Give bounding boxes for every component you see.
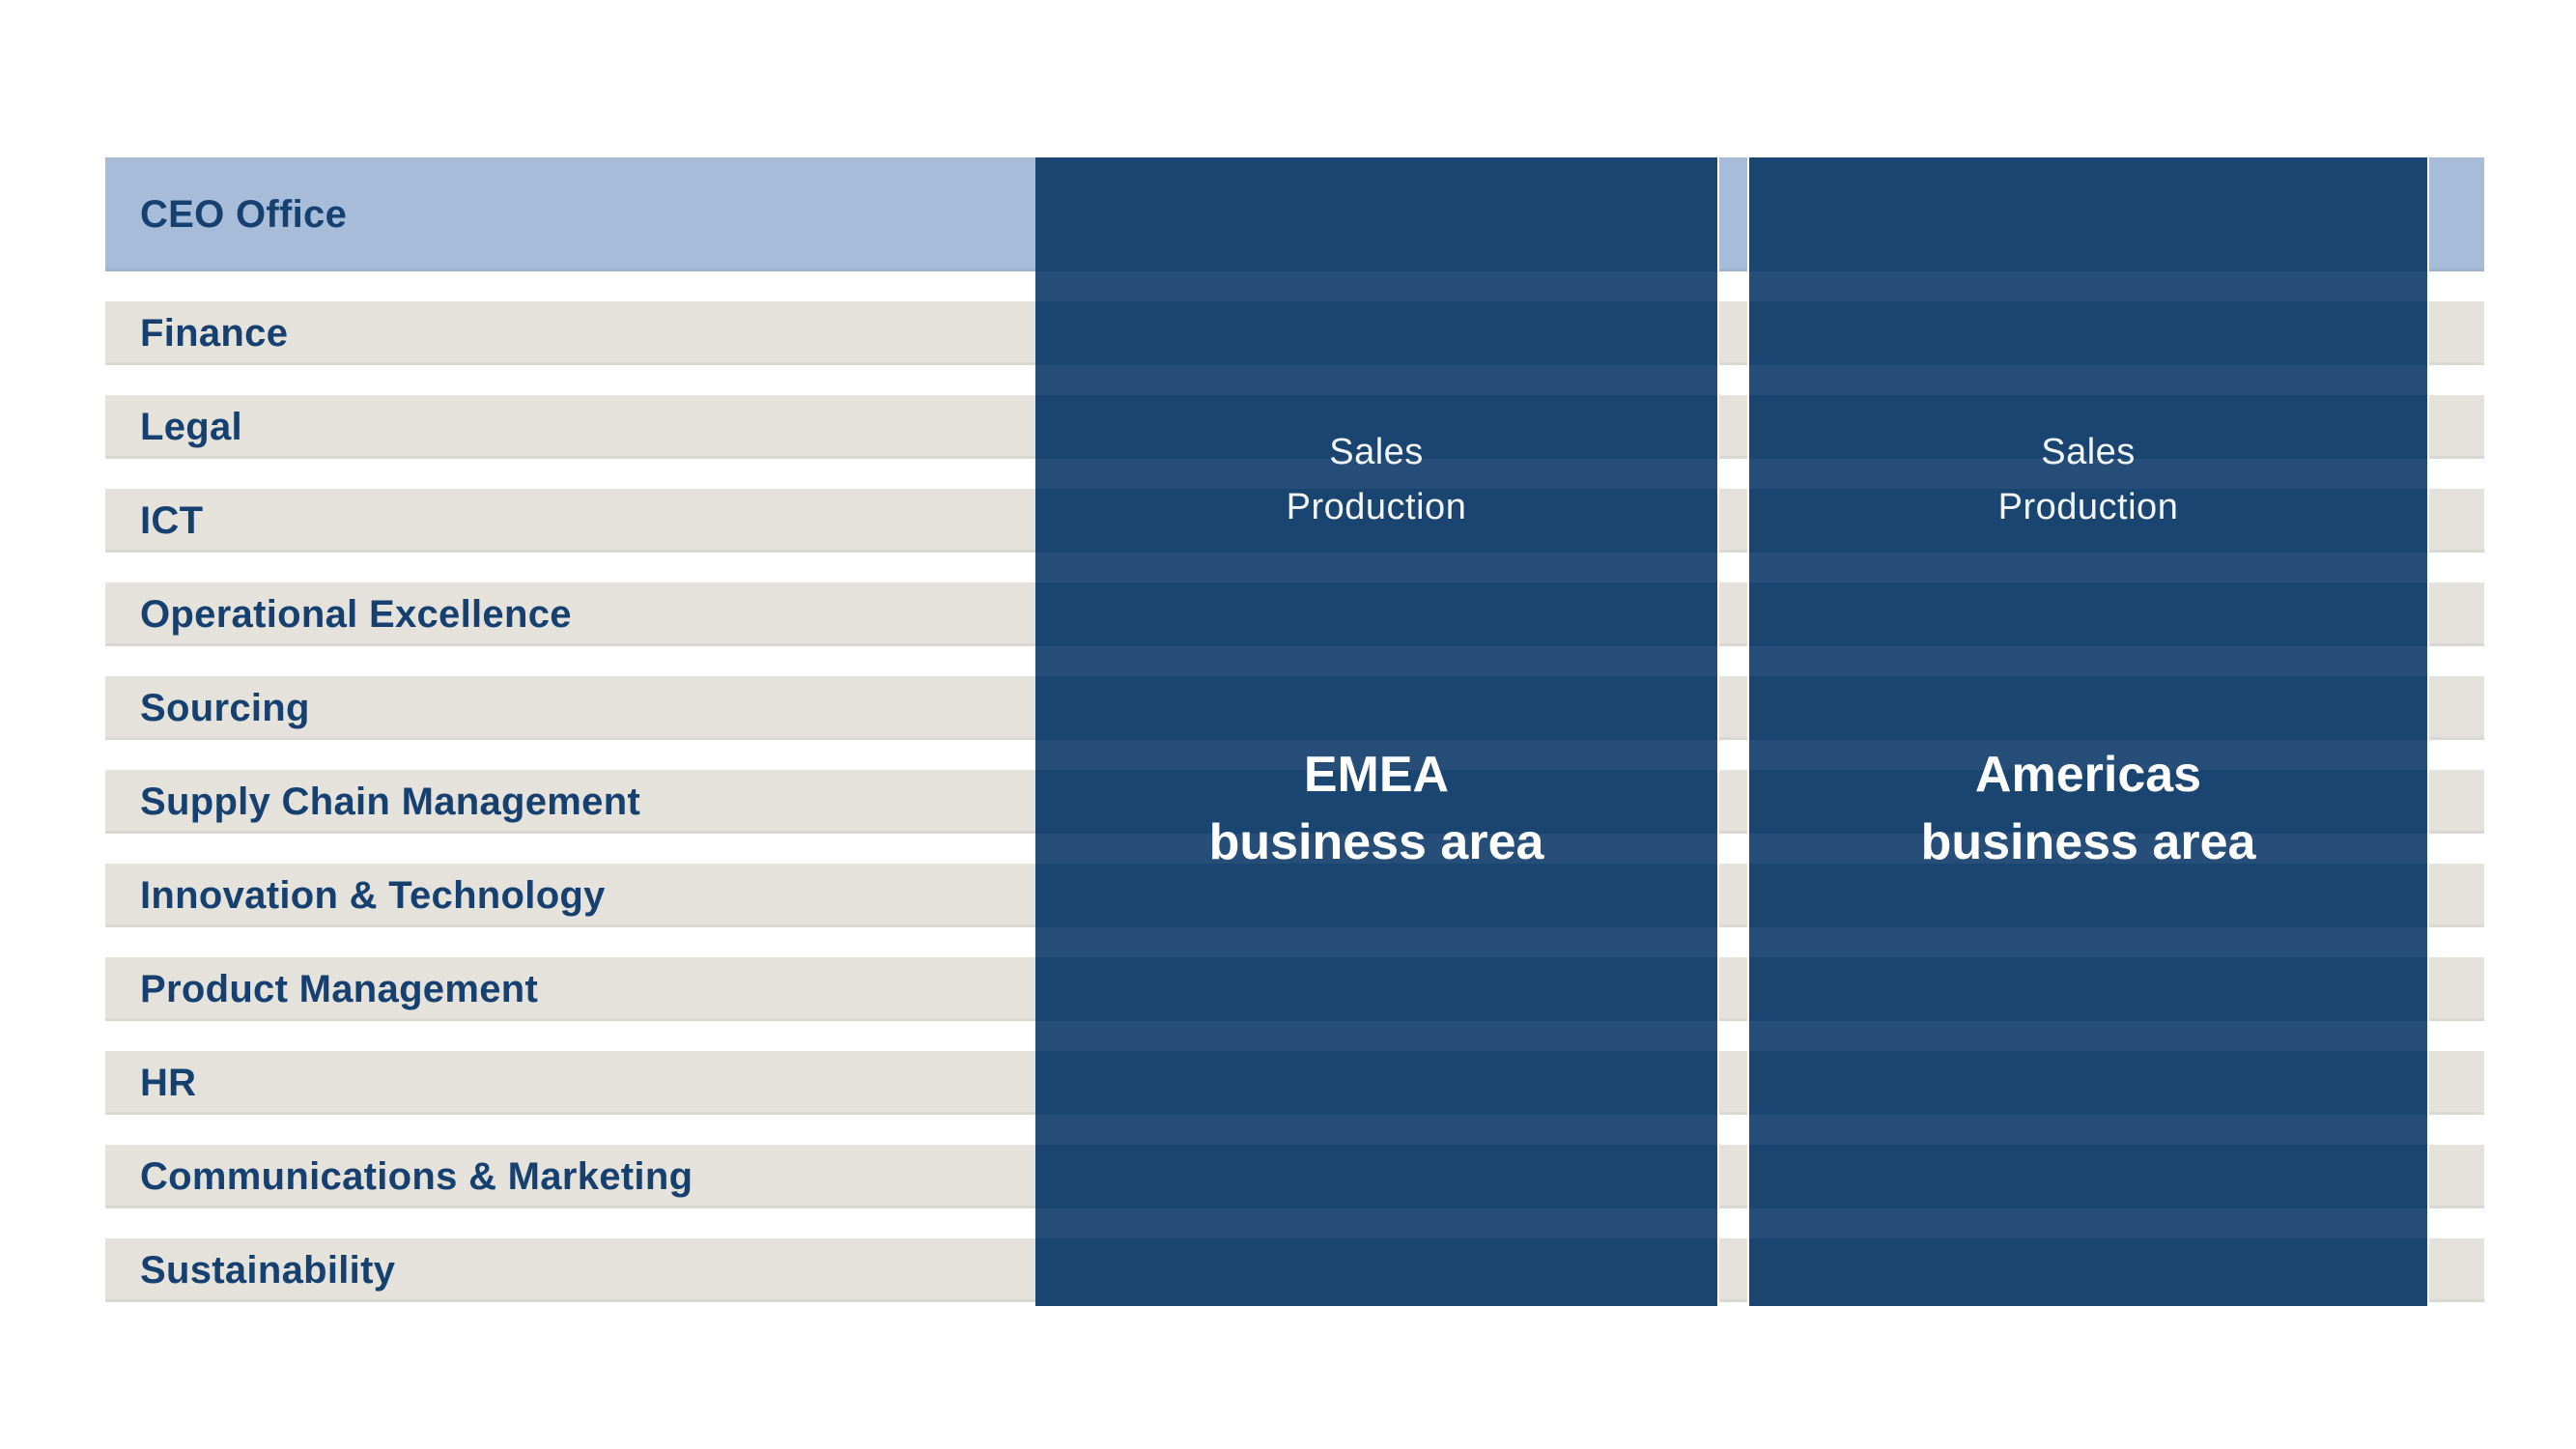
department-row-segment — [1719, 301, 1747, 365]
department-row-segment — [2429, 1238, 2484, 1302]
column-stripe — [1035, 553, 1717, 582]
department-label: CEO Office — [140, 192, 348, 236]
department-row-segment — [1719, 957, 1747, 1021]
column-stripe — [1035, 1115, 1717, 1145]
department-row-segment — [2429, 157, 2484, 271]
column-stripe — [1749, 740, 2427, 770]
department-row-segment — [2429, 770, 2484, 834]
department-label: Operational Excellence — [140, 592, 572, 636]
department-label: Finance — [140, 311, 289, 355]
department-label: Sourcing — [140, 686, 310, 729]
column-stripe — [1035, 834, 1717, 864]
column-stripe — [1035, 740, 1717, 770]
column-stripe — [1749, 646, 2427, 676]
department-label: HR — [140, 1061, 197, 1104]
department-row-segment — [2429, 1145, 2484, 1208]
business-area-column-emea: Sales Production EMEA business area — [1035, 157, 1717, 1306]
column-stripe — [1749, 1021, 2427, 1051]
department-row: Operational Excellence — [105, 582, 1035, 646]
column-stripe — [1035, 1208, 1717, 1238]
department-row: Sustainability — [105, 1238, 1035, 1302]
department-label: Sustainability — [140, 1248, 396, 1292]
business-area-title: EMEA business area — [1208, 747, 1544, 870]
business-area-functions: Sales Production — [1997, 432, 2179, 527]
department-row-segment — [2429, 1051, 2484, 1115]
department-row-segment — [1719, 582, 1747, 646]
department-row-segment — [1719, 770, 1747, 834]
column-stripe — [1035, 1021, 1717, 1051]
department-row-segment — [2429, 582, 2484, 646]
department-row-segment — [1719, 157, 1747, 271]
department-row: Innovation & Technology — [105, 864, 1035, 927]
department-label: Legal — [140, 405, 242, 448]
department-row-segment — [1719, 1145, 1747, 1208]
department-row: Finance — [105, 301, 1035, 365]
column-stripe — [1749, 553, 2427, 582]
department-row-segment — [1719, 489, 1747, 553]
department-label: Innovation & Technology — [140, 873, 606, 917]
department-label: Supply Chain Management — [140, 780, 641, 823]
column-stripe — [1749, 1208, 2427, 1238]
department-row-segment — [1719, 1238, 1747, 1302]
department-row: Product Management — [105, 957, 1035, 1021]
department-row: Communications & Marketing — [105, 1145, 1035, 1208]
business-area-column-americas: Sales Production Americas business area — [1749, 157, 2427, 1306]
column-stripe — [1749, 1115, 2427, 1145]
department-label: ICT — [140, 498, 204, 542]
department-row: Supply Chain Management — [105, 770, 1035, 834]
department-row: Legal — [105, 395, 1035, 459]
column-stripe — [1749, 271, 2427, 301]
department-row-segment — [1719, 1051, 1747, 1115]
department-row-segment — [1719, 395, 1747, 459]
column-stripe — [1749, 834, 2427, 864]
department-label: Product Management — [140, 967, 539, 1010]
business-area-title: Americas business area — [1920, 747, 2256, 870]
column-stripe — [1035, 927, 1717, 957]
column-stripe — [1035, 459, 1717, 489]
department-row-segment — [1719, 676, 1747, 740]
column-stripe — [1749, 365, 2427, 395]
department-row-segment — [2429, 301, 2484, 365]
column-stripe — [1035, 365, 1717, 395]
column-stripe — [1035, 646, 1717, 676]
department-row-segment — [2429, 489, 2484, 553]
department-row-segment — [1719, 864, 1747, 927]
department-row-segment — [2429, 957, 2484, 1021]
column-stripe — [1749, 927, 2427, 957]
business-area-functions: Sales Production — [1286, 432, 1467, 527]
department-row: CEO Office — [105, 157, 1035, 271]
department-row-segment — [2429, 395, 2484, 459]
department-row-segment — [2429, 864, 2484, 927]
column-stripe — [1035, 271, 1717, 301]
department-row-segment — [2429, 676, 2484, 740]
department-row: Sourcing — [105, 676, 1035, 740]
column-stripe — [1749, 459, 2427, 489]
department-row: ICT — [105, 489, 1035, 553]
department-row: HR — [105, 1051, 1035, 1115]
department-label: Communications & Marketing — [140, 1154, 694, 1198]
